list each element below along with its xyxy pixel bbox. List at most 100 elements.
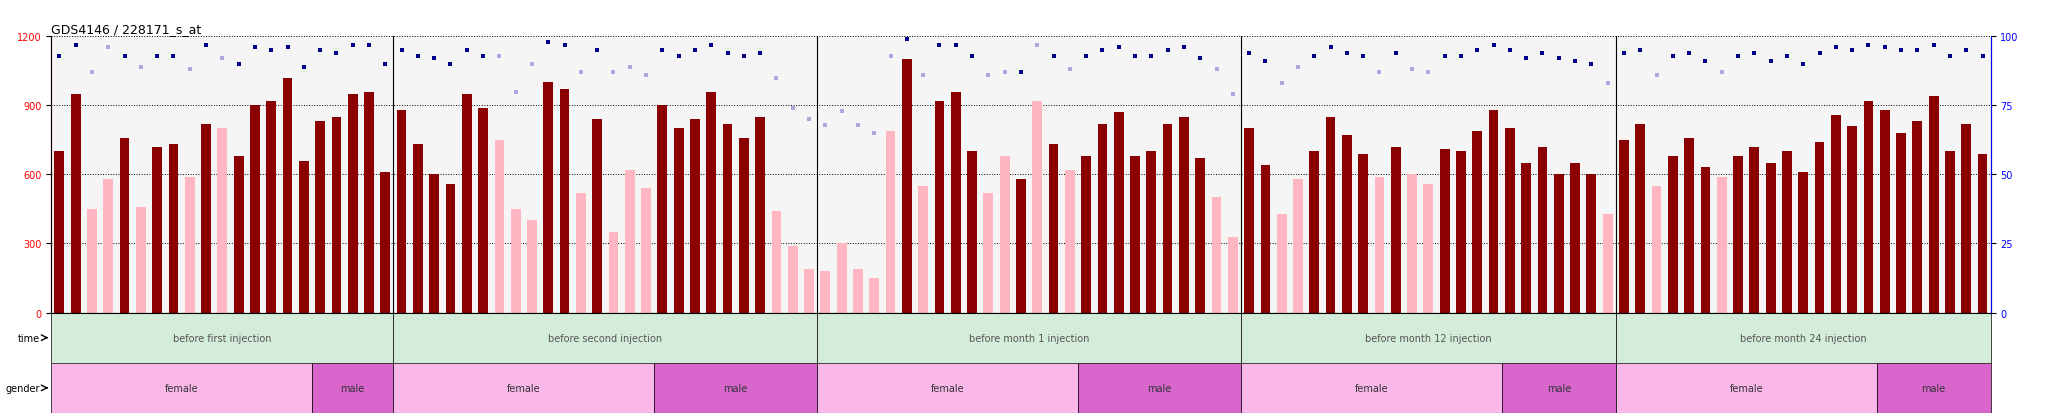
Bar [51, 363, 311, 413]
Bar [1876, 363, 1991, 413]
Bar [393, 313, 817, 363]
Bar [1407, 175, 1417, 313]
Bar [1587, 175, 1595, 313]
Bar [72, 95, 80, 313]
Text: female: female [930, 383, 965, 393]
Bar [430, 175, 438, 313]
Bar [1651, 186, 1661, 313]
Text: before month 24 injection: before month 24 injection [1741, 333, 1866, 343]
Bar [119, 138, 129, 313]
Text: male: male [340, 383, 365, 393]
Bar [1114, 113, 1124, 313]
Bar [135, 207, 145, 313]
Bar [1489, 111, 1499, 313]
Bar [381, 173, 391, 313]
Bar [217, 129, 227, 313]
Bar [1081, 157, 1092, 313]
Bar [1978, 154, 1987, 313]
Bar [299, 161, 309, 313]
Bar [365, 92, 375, 313]
Bar [1716, 177, 1726, 313]
Bar [999, 157, 1010, 313]
Bar [1032, 102, 1042, 313]
Bar [592, 120, 602, 313]
Bar [625, 171, 635, 313]
Bar [1554, 175, 1565, 313]
Bar [477, 108, 487, 313]
Bar [559, 90, 569, 313]
Bar [1077, 363, 1241, 413]
Bar [838, 244, 846, 313]
Bar [707, 92, 717, 313]
Bar [414, 145, 422, 313]
Bar [817, 363, 1077, 413]
Bar [463, 95, 471, 313]
Bar [1423, 184, 1434, 313]
Bar [1016, 180, 1026, 313]
Bar [901, 60, 911, 313]
Bar [1962, 124, 1970, 313]
Bar [1276, 214, 1286, 313]
Text: female: female [164, 383, 199, 393]
Bar [1229, 237, 1237, 313]
Bar [967, 152, 977, 313]
Text: before first injection: before first injection [174, 333, 272, 343]
Bar [1163, 124, 1174, 313]
Text: male: male [1921, 383, 1946, 393]
Bar [348, 95, 358, 313]
Bar [88, 209, 96, 313]
Text: female: female [508, 383, 541, 393]
Bar [1473, 131, 1483, 313]
Bar [1374, 177, 1384, 313]
Text: male: male [723, 383, 748, 393]
Bar [1571, 164, 1579, 313]
Bar [1604, 214, 1612, 313]
Bar [51, 313, 393, 363]
Bar [1667, 157, 1677, 313]
Bar [1147, 152, 1157, 313]
Bar [788, 246, 797, 313]
Bar [526, 221, 537, 313]
Bar [1241, 363, 1501, 413]
Text: before month 12 injection: before month 12 injection [1366, 333, 1491, 343]
Text: female: female [1729, 383, 1763, 393]
Bar [1522, 164, 1532, 313]
Bar [233, 157, 244, 313]
Bar [918, 186, 928, 313]
Bar [1130, 157, 1141, 313]
Text: before second injection: before second injection [549, 333, 662, 343]
Bar [1391, 147, 1401, 313]
Bar [1309, 152, 1319, 313]
Bar [1212, 198, 1221, 313]
Bar [1501, 363, 1616, 413]
Bar [868, 278, 879, 313]
Bar [311, 363, 393, 413]
Bar [1700, 168, 1710, 313]
Bar [1847, 127, 1858, 313]
Bar [805, 269, 813, 313]
Bar [1765, 164, 1776, 313]
Bar [1683, 138, 1694, 313]
Bar [854, 269, 862, 313]
Bar [446, 184, 455, 313]
Bar [1358, 154, 1368, 313]
Bar [1538, 147, 1548, 313]
Bar [1616, 363, 1876, 413]
Bar [393, 363, 653, 413]
Bar [885, 131, 895, 313]
Bar [1440, 150, 1450, 313]
Bar [1929, 97, 1939, 313]
Bar [315, 122, 326, 313]
Bar [1260, 166, 1270, 313]
Bar [1245, 129, 1253, 313]
Text: time: time [18, 333, 39, 343]
Bar [1636, 124, 1645, 313]
Bar [397, 111, 406, 313]
Text: female: female [1354, 383, 1389, 393]
Bar [102, 180, 113, 313]
Bar [1880, 111, 1890, 313]
Bar [1292, 180, 1303, 313]
Bar [55, 152, 63, 313]
Bar [674, 129, 684, 313]
Bar [723, 124, 733, 313]
